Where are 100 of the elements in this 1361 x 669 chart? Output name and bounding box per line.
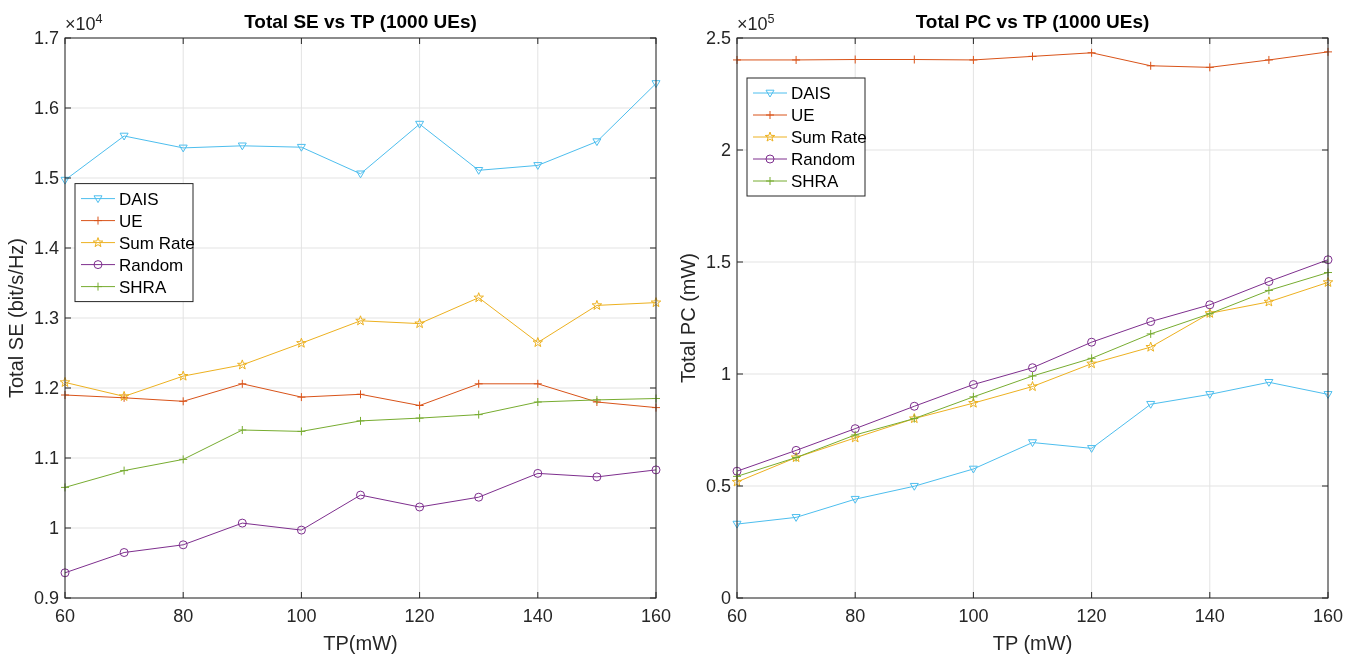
point <box>1205 62 1215 72</box>
point <box>850 424 860 434</box>
y-tick-label: 1.5 <box>705 252 731 273</box>
point <box>177 370 189 381</box>
point <box>237 379 247 389</box>
point <box>1087 48 1097 58</box>
point <box>296 525 306 535</box>
point <box>60 176 70 185</box>
point <box>415 401 425 410</box>
point <box>1264 285 1274 295</box>
x-tick-label: 60 <box>726 606 748 626</box>
point <box>968 397 979 408</box>
point <box>533 162 543 170</box>
point <box>474 492 484 502</box>
point <box>592 138 602 147</box>
y-axis-title: Total PC (mW) <box>677 253 699 383</box>
point <box>473 292 484 303</box>
legend-label: UE <box>791 105 815 125</box>
point <box>1323 255 1333 265</box>
point <box>968 465 978 474</box>
point <box>415 120 425 129</box>
point <box>474 379 484 389</box>
y-tick-label: 1.5 <box>33 168 59 189</box>
y-tick-label: 2 <box>720 140 731 161</box>
point <box>533 397 543 407</box>
point <box>415 413 425 423</box>
x-tick-label: 100 <box>958 606 989 626</box>
point <box>1028 363 1037 373</box>
point <box>1027 381 1038 392</box>
point <box>355 315 366 326</box>
y-tick-label: 1.7 <box>33 28 59 49</box>
point <box>1028 51 1037 61</box>
point <box>909 401 919 411</box>
point <box>178 144 188 153</box>
point <box>237 359 248 370</box>
point <box>968 55 978 65</box>
point <box>732 520 742 529</box>
point <box>533 379 543 389</box>
point <box>1205 300 1215 310</box>
point <box>1145 341 1156 352</box>
point <box>178 396 188 406</box>
y-tick-label: 1.3 <box>33 308 59 329</box>
x-tick-label: 160 <box>640 606 672 626</box>
x-tick-label: 140 <box>522 606 553 626</box>
point <box>296 426 306 436</box>
point <box>592 472 602 482</box>
point <box>1264 276 1274 286</box>
legend-label: DAIS <box>791 83 831 103</box>
y-tick-label: 0.9 <box>33 588 59 609</box>
y-tick-label: 2.5 <box>705 28 731 49</box>
y-tick-label: 0 <box>720 588 731 609</box>
point <box>1264 55 1274 65</box>
point <box>1087 353 1097 363</box>
legend-label: Random <box>791 149 856 169</box>
point <box>791 445 801 455</box>
point <box>356 490 365 500</box>
point <box>533 468 543 478</box>
point <box>237 425 247 435</box>
chart-title: Total SE vs TP (1000 UEs) <box>244 11 477 32</box>
point <box>791 514 801 522</box>
x-axis-title: TP(mW) <box>323 632 398 654</box>
y-tick-label: 1.4 <box>33 238 59 259</box>
legend-label: SHRA <box>119 277 167 297</box>
text: ×10$^{4}$ <box>65 12 103 34</box>
point <box>356 416 365 426</box>
point <box>237 142 247 151</box>
x-tick-label: 60 <box>54 606 76 626</box>
point <box>414 318 425 329</box>
point <box>1263 296 1275 307</box>
x-tick-label: 120 <box>404 606 435 626</box>
y-tick-label: 1 <box>48 518 59 539</box>
x-tick-label: 160 <box>1312 606 1344 626</box>
y-tick-label: 1.2 <box>33 378 59 399</box>
point <box>1086 358 1097 369</box>
point <box>909 482 919 491</box>
x-tick-label: 100 <box>286 606 317 626</box>
point <box>651 465 661 475</box>
y-tick-label: 1 <box>720 364 731 385</box>
x-tick-label: 140 <box>1194 606 1225 626</box>
point <box>1146 329 1156 339</box>
point <box>119 466 129 476</box>
point <box>178 540 188 550</box>
legend-label: Random <box>119 255 184 275</box>
x-axis-title: TP (mW) <box>992 632 1073 654</box>
point <box>356 170 365 179</box>
point <box>850 495 860 504</box>
point <box>60 568 70 578</box>
text: ×10$^{5}$ <box>737 12 775 34</box>
point <box>474 167 484 175</box>
point <box>791 55 801 65</box>
point <box>1028 439 1037 448</box>
point <box>1323 391 1333 399</box>
point <box>532 337 544 348</box>
point <box>1146 400 1156 409</box>
legend-label: SHRA <box>791 171 839 191</box>
point <box>474 410 484 420</box>
point <box>178 454 188 464</box>
y-axis-title: Total SE (bit/s/Hz) <box>5 237 27 399</box>
point <box>1087 445 1097 453</box>
point <box>1264 378 1274 387</box>
